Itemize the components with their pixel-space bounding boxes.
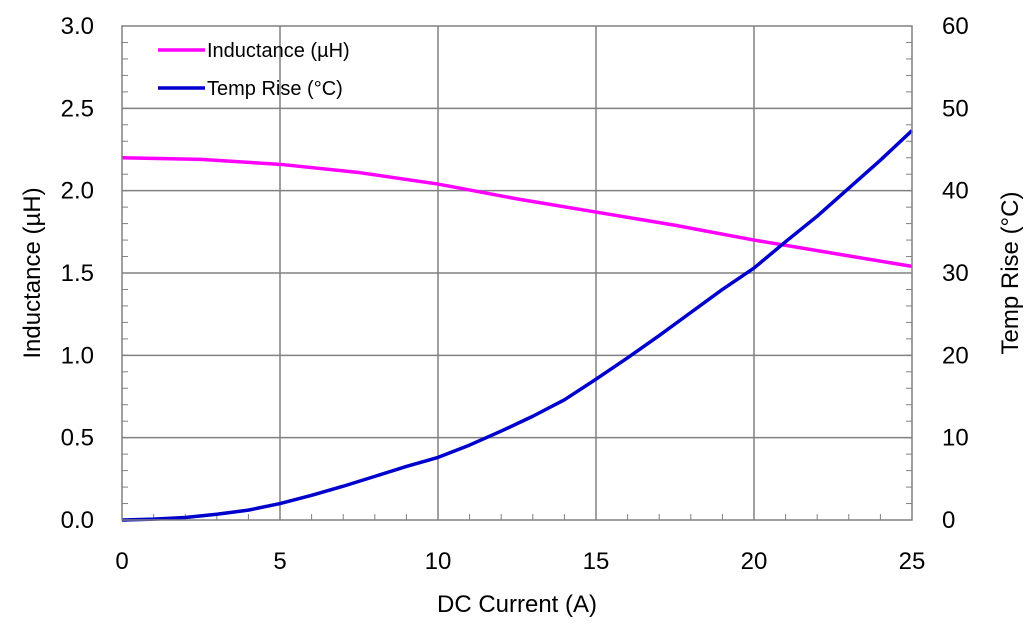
series-layer (121, 129, 914, 522)
legend-label-temp-rise: Temp Rise (°C) (207, 78, 343, 100)
legend-item-temp-rise: Temp Rise (°C) (158, 78, 343, 100)
x-tick-label: 5 (273, 548, 286, 575)
y-left-tick-label: 3.0 (61, 13, 94, 40)
y-left-tick-labels: 0.0 0.5 1.0 1.5 2.0 2.5 3.0 (61, 13, 94, 534)
x-tick-label: 25 (899, 548, 926, 575)
x-tick-labels: 0 5 10 15 20 25 (115, 548, 925, 575)
y-left-tick-label: 1.0 (61, 342, 94, 369)
y-left-tick-label: 0.0 (61, 507, 94, 534)
x-tick-label: 20 (741, 548, 768, 575)
x-tick-label: 10 (425, 548, 452, 575)
plot-area-border (121, 25, 913, 521)
legend: Inductance (µH) Temp Rise (°C) (158, 40, 350, 100)
y-left-tick-label: 1.5 (61, 260, 94, 287)
y-left-axis-title: Inductance (µH) (19, 187, 46, 358)
y-right-axis-title: Temp Rise (°C) (997, 192, 1024, 355)
y-right-tick-label: 20 (942, 342, 969, 369)
series-line-temp-rise (121, 129, 914, 522)
legend-label-inductance: Inductance (µH) (207, 40, 350, 62)
minor-ticks (122, 41, 912, 520)
y-left-tick-label: 2.0 (61, 178, 94, 205)
y-right-tick-labels: 0 10 20 30 40 50 60 (942, 13, 969, 534)
y-left-tick-label: 2.5 (61, 95, 94, 122)
y-right-tick-label: 50 (942, 95, 969, 122)
x-tick-label: 0 (115, 548, 128, 575)
y-left-tick-label: 0.5 (61, 425, 94, 452)
y-right-tick-label: 0 (942, 507, 955, 534)
y-right-tick-label: 10 (942, 425, 969, 452)
series-line-inductance (121, 155, 913, 269)
y-right-tick-label: 60 (942, 13, 969, 40)
y-right-tick-label: 30 (942, 260, 969, 287)
x-tick-label: 15 (583, 548, 610, 575)
y-right-tick-label: 40 (942, 178, 969, 205)
x-axis-title: DC Current (A) (437, 591, 597, 618)
grid (122, 26, 912, 520)
legend-item-inductance: Inductance (µH) (158, 40, 350, 62)
